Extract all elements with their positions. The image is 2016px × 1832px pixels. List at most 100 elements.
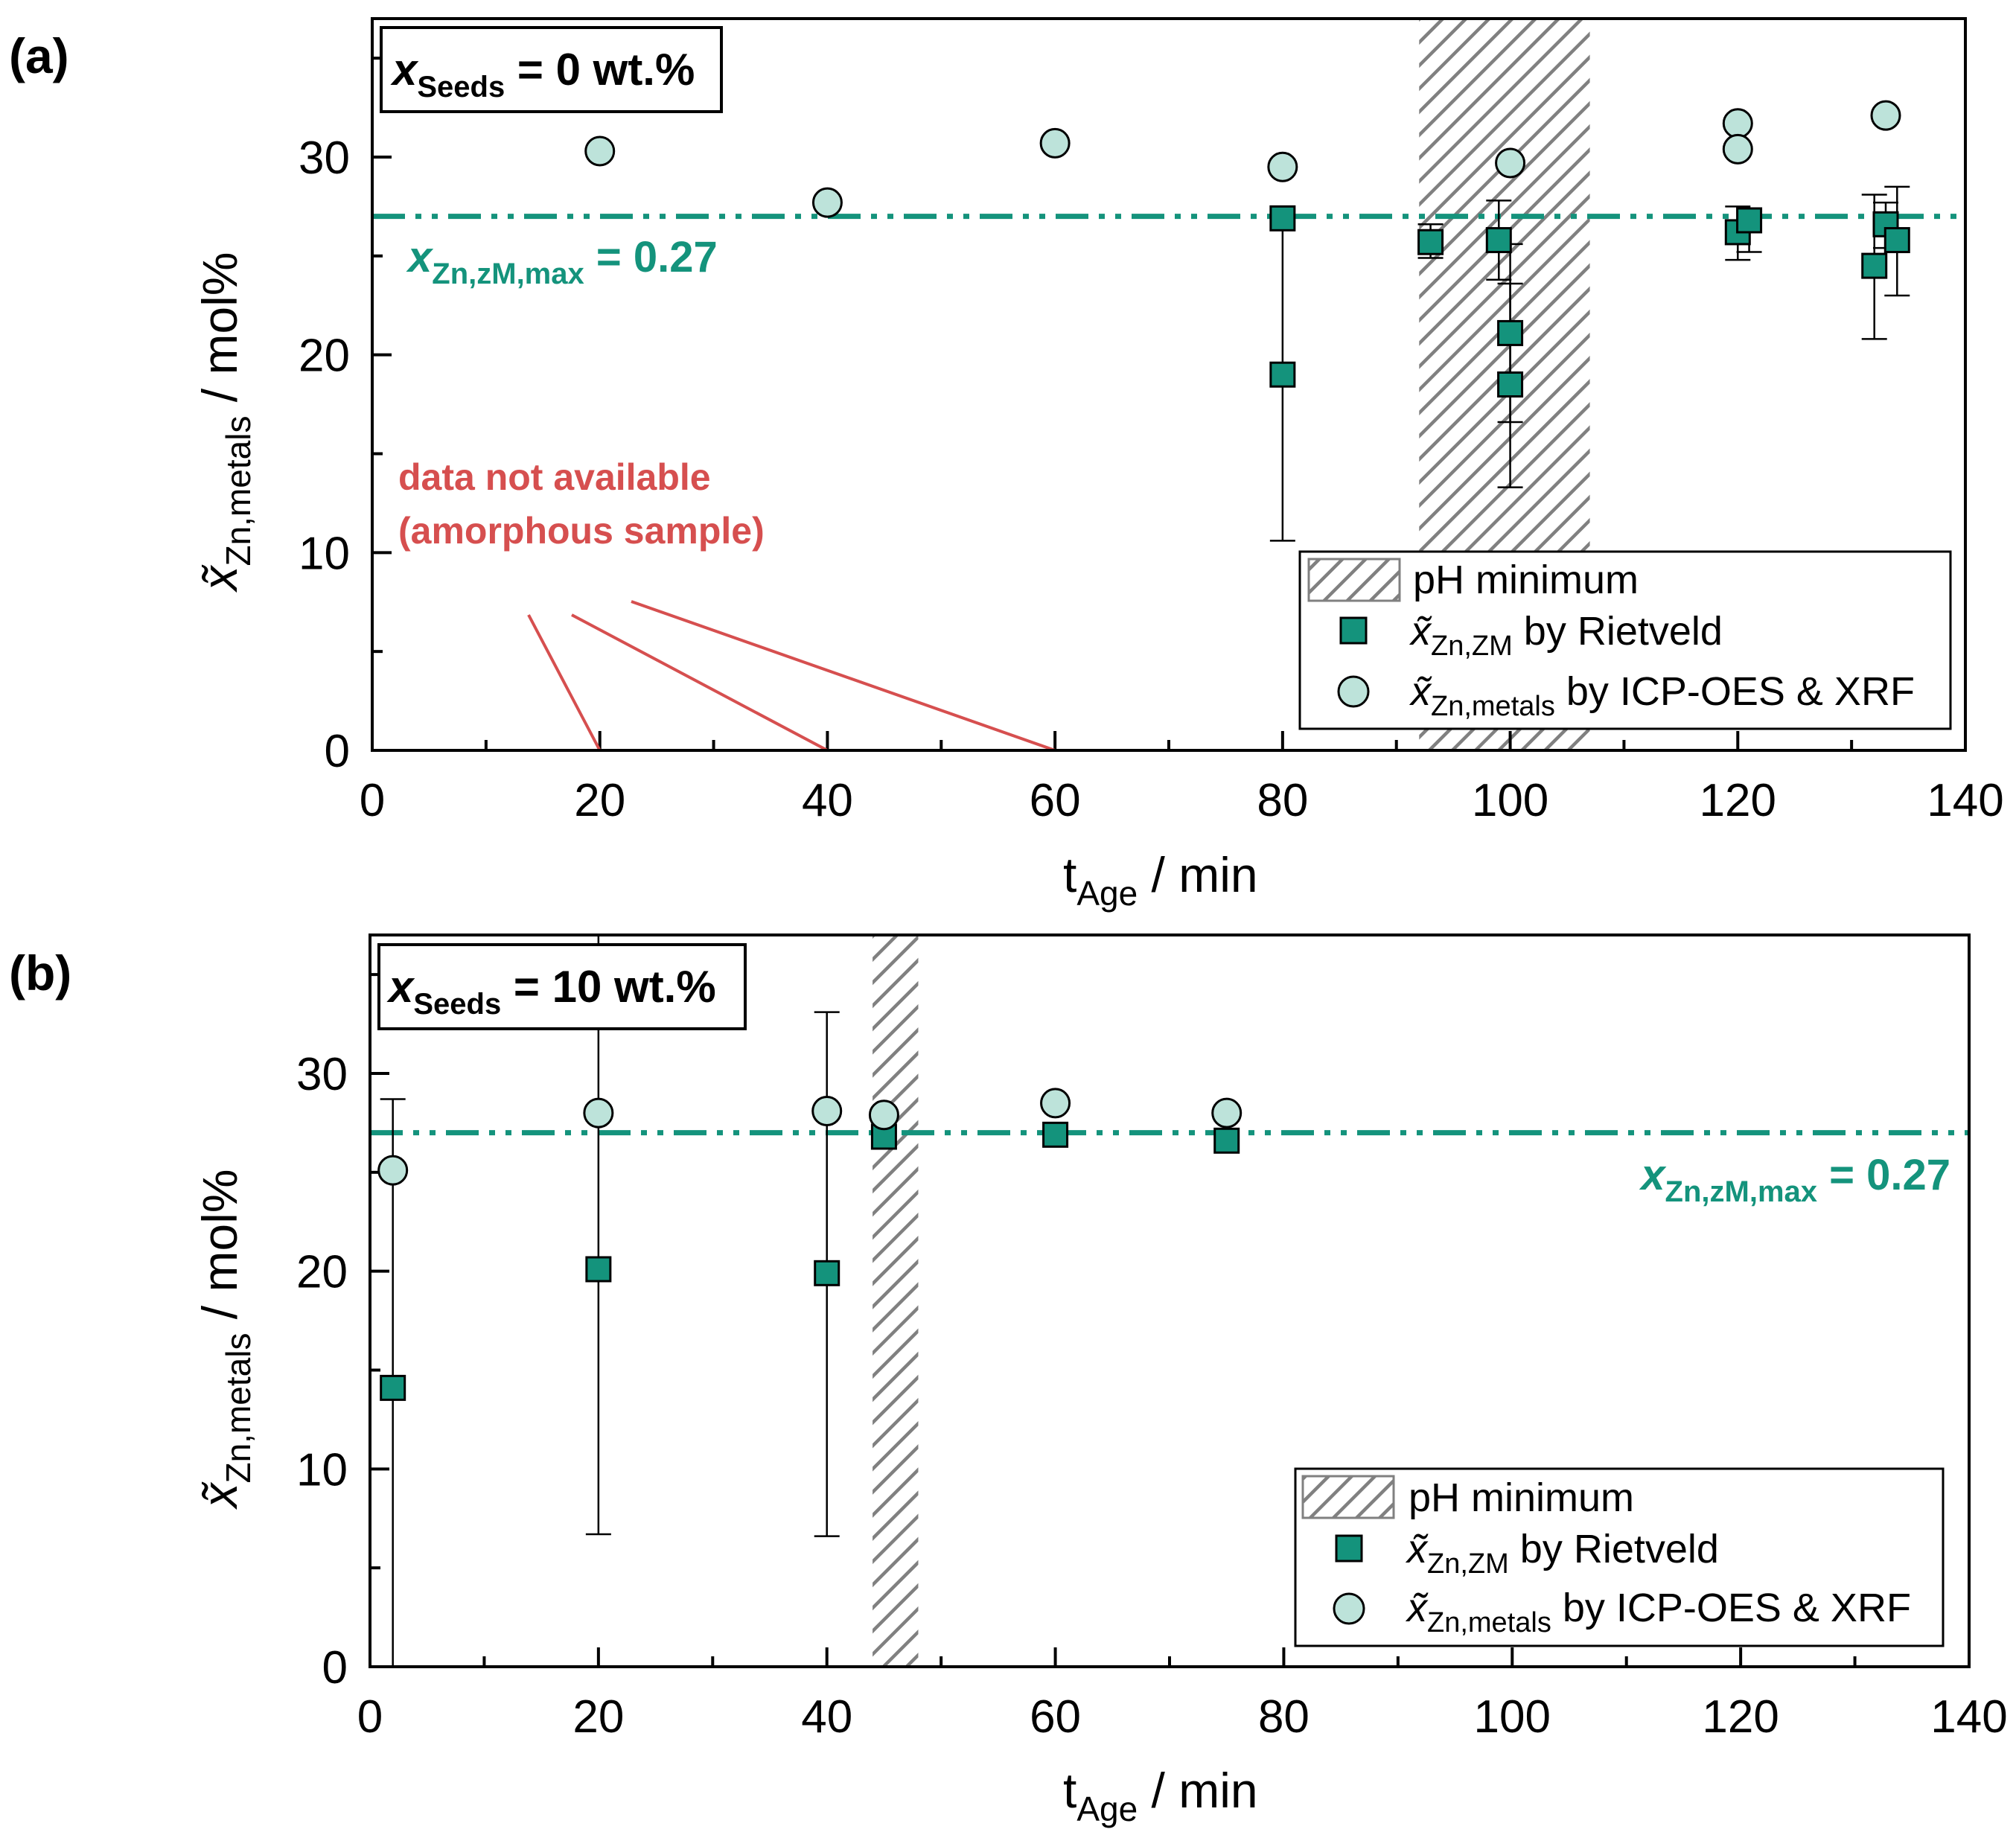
icp-points [584,100,1901,218]
icp-marker [811,187,843,218]
rietveld-marker [1417,229,1444,255]
annotation-line2: (amorphous sample) [398,510,765,552]
legend-circle-marker [1333,1592,1365,1625]
x-tick-label: 140 [1927,775,2003,826]
x-tick-label: 0 [360,775,385,826]
legend-square-marker [1335,1534,1363,1563]
legend-rietveld-label: x̃Zn,ZM by Rietveld [1405,1527,1719,1580]
tick-labels: 0 20 40 60 80 100 120 140 0 10 20 30 [299,133,2004,826]
x-axis-title: tAge / min [1063,1763,1258,1828]
panel-b-letter: (b) [9,945,71,1000]
icp-marker [1039,127,1071,159]
legend-icp-label: x̃Zn,metals by ICP-OES & XRF [1405,1586,1911,1638]
legend-box [1294,1467,1945,1647]
legend-ph-label: pH minimum [1409,1475,1634,1520]
panel-a-letter: (a) [9,28,69,83]
icp-marker [1040,1088,1071,1119]
seeds-label: xSeeds = 0 wt.% [390,45,695,103]
plot-frame [371,17,1967,752]
y-tick-label: 20 [299,331,350,382]
rietveld-points [1269,205,1910,398]
rietveld-marker [585,1256,612,1283]
icp-marker [1267,151,1298,182]
error-bars [380,933,840,1668]
y-axis-title-group: x̃Zn,metals / mol% [192,252,258,593]
annotation-lines [527,600,1056,752]
x-tick-label: 20 [572,1691,624,1743]
max-line-label: xZn,zM,max = 0.27 [406,233,718,290]
ph-minimum-band [873,935,919,1667]
icp-marker [1211,1097,1243,1129]
rietveld-marker [1497,319,1524,346]
annotation-leader-line [571,613,829,752]
seeds-label: xSeeds = 10 wt.% [386,962,716,1021]
x-tick-label: 0 [357,1691,383,1743]
icp-marker [1495,147,1526,179]
x-tick-label: 100 [1472,775,1548,826]
legend-ph-label: pH minimum [1413,558,1639,602]
rietveld-marker [814,1260,840,1286]
icp-marker [1870,100,1901,131]
x-axis-title: tAge / min [1063,847,1258,913]
icp-marker [377,1155,409,1186]
ph-minimum-region [873,935,919,1667]
x-tick-label: 80 [1257,775,1308,826]
icp-marker [811,1095,843,1126]
annotation-leader-line [527,614,602,751]
y-axis-title-group: x̃Zn,metals / mol% [192,1169,258,1510]
x-tick-label: 40 [801,1691,852,1743]
annotation-leader-line [631,600,1056,752]
legend-icp-label: x̃Zn,metals by ICP-OES & XRF [1409,669,1915,722]
legend-square-marker [1339,616,1368,645]
x-tick-label: 120 [1700,775,1776,826]
rietveld-marker [1485,227,1512,254]
rietveld-marker [1497,371,1524,398]
icp-points [377,1088,1243,1186]
x-tick-label: 140 [1930,1691,2007,1743]
rietveld-marker [380,1374,406,1401]
rietveld-marker [1861,252,1888,279]
legend: pH minimum x̃Zn,ZM by Rietveld x̃Zn,meta… [1294,1467,1945,1647]
rietveld-marker [1736,207,1763,234]
icp-marker [1722,133,1753,165]
y-axis-title: x̃Zn,metals / mol% [192,1169,258,1510]
icp-marker [583,1097,614,1129]
legend-circle-marker [1337,675,1370,708]
x-tick-label: 20 [574,775,625,826]
rietveld-points [380,1121,1240,1401]
legend-rietveld-label: x̃Zn,ZM by Rietveld [1409,609,1723,662]
x-tick-label: 120 [1702,1691,1779,1743]
panel-b: (b) 0 20 40 60 80 100 120 140 0 10 20 30 xSeeds = 1… [9,933,2008,1828]
icp-marker [868,1099,899,1131]
icp-marker [1722,108,1753,139]
rietveld-marker [1042,1121,1069,1148]
y-tick-label: 20 [296,1247,348,1298]
x-tick-label: 60 [1030,1691,1081,1743]
y-tick-label: 0 [325,726,350,777]
icp-marker [584,135,616,167]
rietveld-marker [1883,227,1910,254]
x-tick-label: 80 [1258,1691,1310,1743]
y-tick-label: 10 [296,1444,348,1496]
x-tick-label: 60 [1030,775,1081,826]
legend-hatch-swatch [1307,558,1401,602]
seeds-label-box [380,26,723,113]
max-line-label: xZn,zM,max = 0.27 [1639,1151,1950,1208]
seeds-label-box [377,943,747,1030]
legend-box [1298,550,1952,730]
y-tick-label: 30 [299,133,350,184]
rietveld-marker [1269,205,1296,232]
annotation-line1: data not available [398,456,711,498]
x-tick-label: 100 [1474,1691,1551,1743]
y-tick-label: 0 [322,1642,348,1694]
y-axis-title: x̃Zn,metals / mol% [192,252,258,593]
tick-labels: 0 20 40 60 80 100 120 140 0 10 20 30 [296,1049,2008,1743]
x-tick-label: 40 [802,775,853,826]
legend: pH minimum x̃Zn,ZM by Rietveld x̃Zn,meta… [1298,550,1952,730]
rietveld-marker [1213,1127,1240,1154]
rietveld-marker [1269,361,1296,388]
panel-a: (a) 0 20 40 60 80 100 120 140 0 10 20 30 xSeeds = 0… [9,17,2004,913]
y-tick-label: 10 [299,528,350,579]
plot-frame [369,933,1971,1668]
